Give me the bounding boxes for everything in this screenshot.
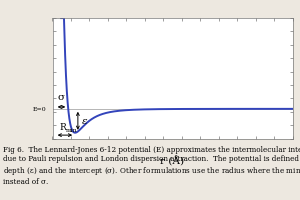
Text: r (Å): r (Å)	[160, 156, 184, 166]
Text: ε: ε	[82, 117, 87, 126]
Text: σ: σ	[58, 93, 65, 102]
Text: E=0: E=0	[33, 107, 46, 112]
Text: Fig 6.  The Lennard-Jones 6-12 potential (E) approximates the intermolecular int: Fig 6. The Lennard-Jones 6-12 potential …	[3, 145, 300, 185]
Text: min: min	[66, 127, 77, 132]
Text: R: R	[59, 122, 66, 131]
